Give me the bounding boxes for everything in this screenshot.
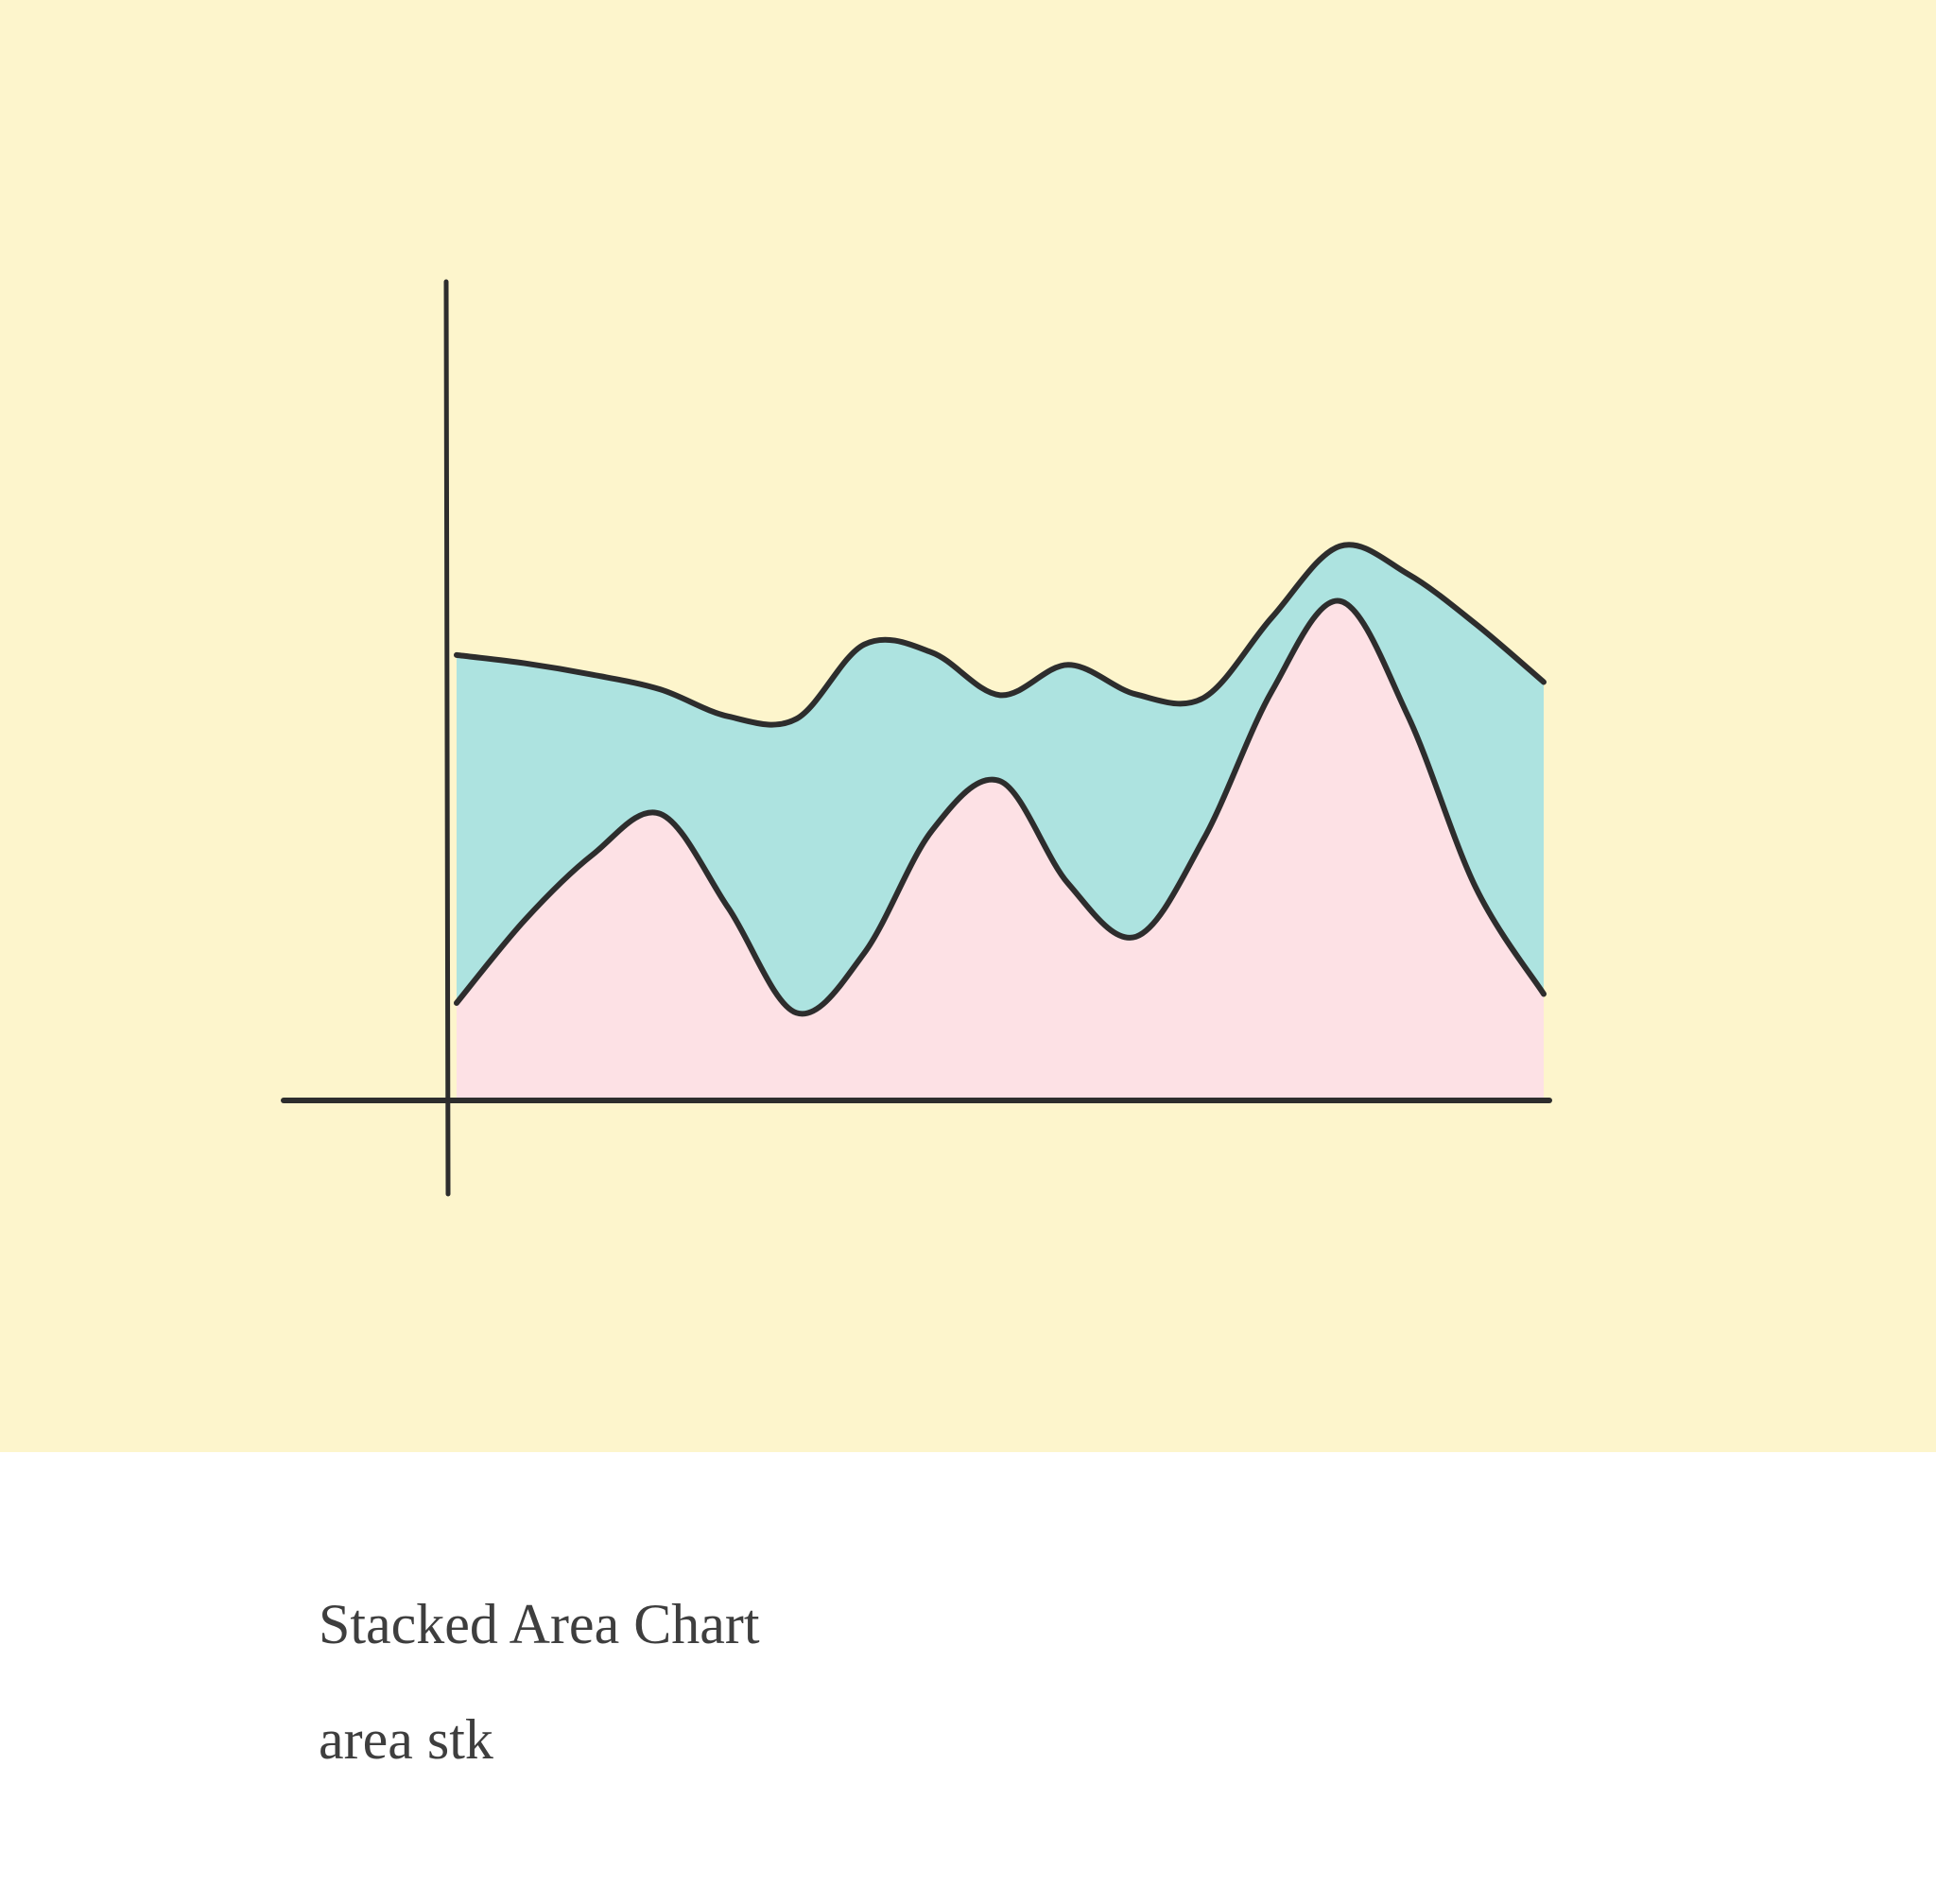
area-line bbox=[454, 597, 1547, 1017]
area-line bbox=[454, 542, 1547, 728]
chart-subtitle: area stk bbox=[319, 1708, 493, 1771]
chart-title: Stacked Area Chart bbox=[319, 1593, 760, 1655]
chart-area bbox=[0, 0, 1936, 1452]
y-axis bbox=[443, 279, 451, 1197]
chart bbox=[281, 279, 1552, 1197]
area bbox=[457, 600, 1544, 1100]
